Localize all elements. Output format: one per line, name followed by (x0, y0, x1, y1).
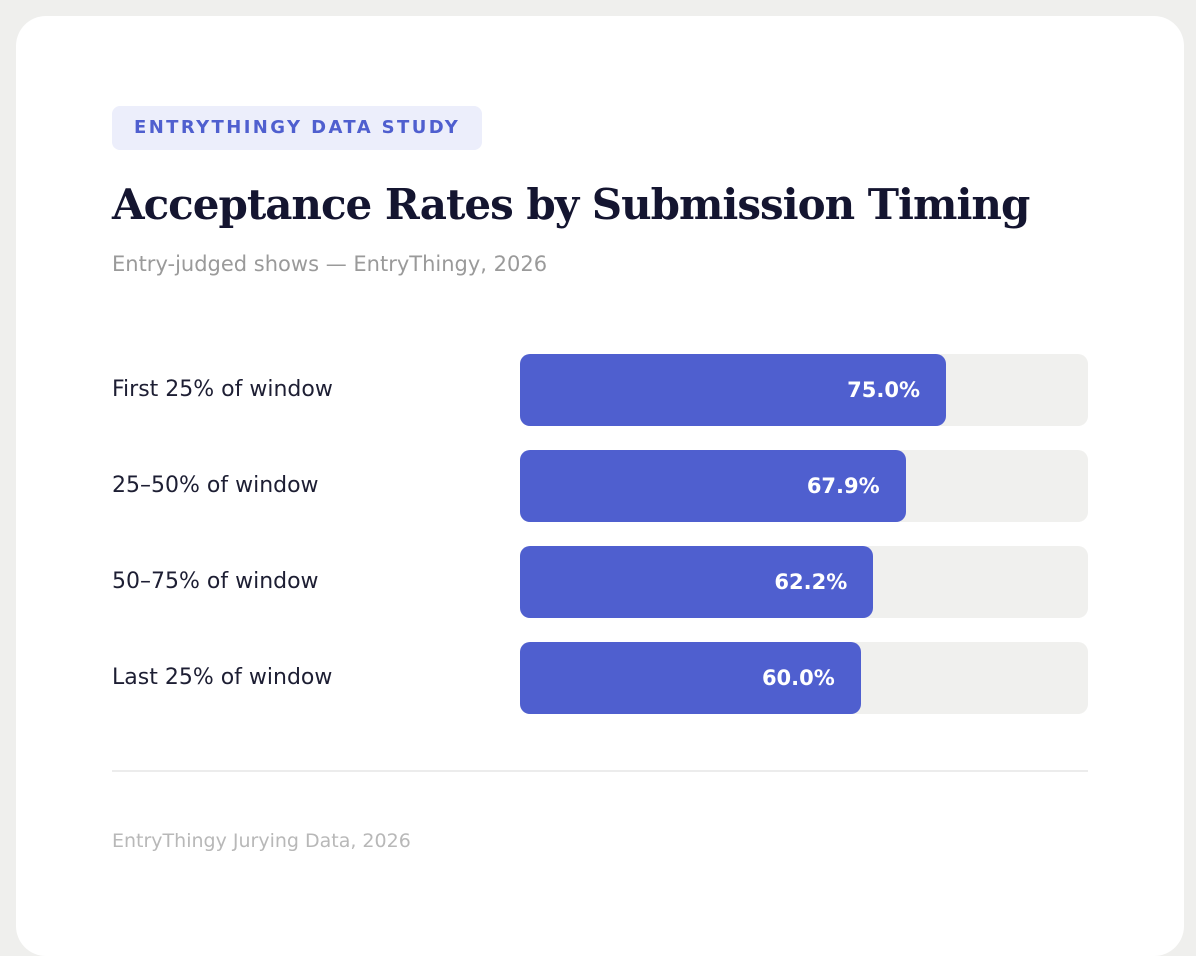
bar-row: 25–50% of window 67.9% (112, 450, 1088, 522)
value-label: 67.9% (806, 474, 880, 498)
bar: 62.2% (520, 546, 874, 618)
category-label: 50–75% of window (112, 569, 319, 594)
value-label: 62.2% (774, 570, 848, 594)
bar-track: 62.2% (520, 546, 1088, 618)
bar-track: 75.0% (520, 354, 1088, 426)
chart-card: ENTRYTHINGY DATA STUDY Acceptance Rates … (16, 16, 1184, 956)
bar-track: 60.0% (520, 642, 1088, 714)
bar: 75.0% (520, 354, 946, 426)
chart-title: Acceptance Rates by Submission Timing (112, 180, 1030, 229)
source-footer: EntryThingy Jurying Data, 2026 (112, 830, 411, 852)
bar-row: Last 25% of window 60.0% (112, 642, 1088, 714)
chart-subtitle: Entry-judged shows — EntryThingy, 2026 (112, 252, 548, 276)
category-label: Last 25% of window (112, 665, 333, 690)
value-label: 60.0% (761, 666, 835, 690)
category-label: First 25% of window (112, 377, 333, 402)
bar-row: First 25% of window 75.0% (112, 354, 1088, 426)
bar: 67.9% (520, 450, 906, 522)
bar-track: 67.9% (520, 450, 1088, 522)
study-badge: ENTRYTHINGY DATA STUDY (112, 106, 483, 150)
divider (112, 770, 1088, 772)
value-label: 75.0% (847, 378, 920, 402)
bar-row: 50–75% of window 62.2% (112, 546, 1088, 618)
category-label: 25–50% of window (112, 473, 319, 498)
bar: 60.0% (520, 642, 861, 714)
